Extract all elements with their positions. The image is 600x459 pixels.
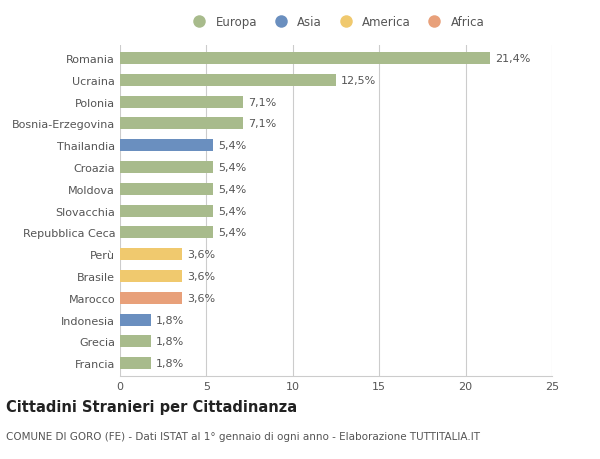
Bar: [120, 53, 490, 65]
Legend: Europa, Asia, America, Africa: Europa, Asia, America, Africa: [182, 11, 490, 34]
Text: 7,1%: 7,1%: [248, 97, 276, 107]
Text: 5,4%: 5,4%: [218, 162, 247, 173]
Bar: [120, 205, 214, 217]
Bar: [120, 75, 336, 87]
Text: 5,4%: 5,4%: [218, 141, 247, 151]
Bar: [120, 270, 182, 282]
Text: 12,5%: 12,5%: [341, 76, 376, 86]
Bar: [120, 118, 242, 130]
Bar: [120, 96, 242, 108]
Bar: [120, 249, 182, 261]
Bar: [120, 227, 214, 239]
Text: 3,6%: 3,6%: [187, 293, 215, 303]
Bar: [120, 162, 214, 174]
Text: 3,6%: 3,6%: [187, 271, 215, 281]
Text: 1,8%: 1,8%: [156, 315, 185, 325]
Bar: [120, 292, 182, 304]
Bar: [120, 184, 214, 196]
Text: 1,8%: 1,8%: [156, 358, 185, 368]
Bar: [120, 140, 214, 152]
Text: 5,4%: 5,4%: [218, 185, 247, 195]
Text: COMUNE DI GORO (FE) - Dati ISTAT al 1° gennaio di ogni anno - Elaborazione TUTTI: COMUNE DI GORO (FE) - Dati ISTAT al 1° g…: [6, 431, 480, 442]
Text: Cittadini Stranieri per Cittadinanza: Cittadini Stranieri per Cittadinanza: [6, 399, 297, 414]
Bar: [120, 314, 151, 326]
Text: 5,4%: 5,4%: [218, 228, 247, 238]
Text: 7,1%: 7,1%: [248, 119, 276, 129]
Bar: [120, 358, 151, 369]
Text: 5,4%: 5,4%: [218, 206, 247, 216]
Text: 1,8%: 1,8%: [156, 336, 185, 347]
Bar: [120, 336, 151, 347]
Text: 21,4%: 21,4%: [495, 54, 530, 64]
Text: 3,6%: 3,6%: [187, 250, 215, 260]
